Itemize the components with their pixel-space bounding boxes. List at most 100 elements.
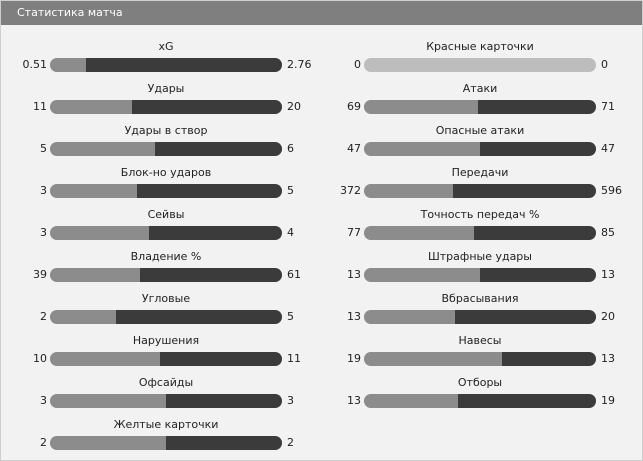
home-value: 2	[40, 310, 47, 323]
away-value: 5	[287, 184, 294, 197]
home-bar-segment	[364, 310, 456, 324]
away-bar-segment	[137, 184, 282, 198]
away-value: 3	[287, 394, 294, 407]
home-bar-segment	[364, 352, 502, 366]
stat-bar	[50, 268, 282, 282]
stat-bar	[50, 142, 282, 156]
away-value: 6	[287, 142, 294, 155]
home-value: 19	[347, 352, 361, 365]
stat-label: Передачи	[451, 166, 509, 179]
stat-bar	[50, 226, 282, 240]
away-bar-segment	[480, 142, 596, 156]
home-value: 13	[347, 310, 361, 323]
home-value: 13	[347, 394, 361, 407]
stat-bar	[50, 58, 282, 72]
home-value: 3	[40, 394, 47, 407]
home-value: 39	[33, 268, 47, 281]
stat-row: Блок-но ударов 3 5	[17, 165, 313, 207]
away-bar-segment	[453, 184, 596, 198]
home-value: 2	[40, 436, 47, 449]
stat-label: xG	[158, 40, 174, 53]
stat-bar	[364, 310, 596, 324]
home-bar-segment	[50, 58, 87, 72]
home-value: 0	[354, 58, 361, 71]
away-bar-segment	[474, 226, 596, 240]
stat-bar	[364, 100, 596, 114]
stat-row: Офсайды 3 3	[17, 375, 313, 417]
stat-label: Угловые	[141, 292, 191, 305]
stat-label: Отборы	[457, 376, 503, 389]
away-bar-segment	[116, 310, 282, 324]
away-bar-segment	[86, 58, 282, 72]
stat-row: Навесы 19 13	[331, 333, 627, 375]
home-value: 69	[347, 100, 361, 113]
stat-bar	[364, 268, 596, 282]
stat-label: Красные карточки	[426, 40, 534, 53]
away-bar-segment	[501, 352, 596, 366]
stat-label: Точность передач %	[420, 208, 540, 221]
stat-bar	[50, 436, 282, 450]
away-bar-segment	[160, 352, 282, 366]
stat-row: Нарушения 10 11	[17, 333, 313, 375]
away-bar-segment	[455, 310, 596, 324]
stat-label: Штрафные удары	[428, 250, 532, 263]
away-value: 13	[601, 268, 615, 281]
stat-row: Передачи 372 596	[331, 165, 627, 207]
stat-bar	[364, 352, 596, 366]
home-value: 13	[347, 268, 361, 281]
away-value: 71	[601, 100, 615, 113]
away-value: 20	[287, 100, 301, 113]
home-bar-segment	[50, 310, 117, 324]
home-bar-segment	[50, 352, 161, 366]
stat-row: Сейвы 3 4	[17, 207, 313, 249]
stat-label: Блок-но ударов	[120, 166, 212, 179]
stat-row: Красные карточки 0 0	[331, 39, 627, 81]
home-bar-segment	[50, 394, 166, 408]
stat-bar	[50, 352, 282, 366]
panel-header: Статистика матча	[1, 1, 642, 25]
stat-bar	[364, 184, 596, 198]
stat-bar	[364, 142, 596, 156]
away-bar-segment	[166, 394, 282, 408]
stat-label: Владение %	[130, 250, 202, 263]
away-bar-segment	[140, 268, 282, 282]
away-value: 19	[601, 394, 615, 407]
away-value: 596	[601, 184, 622, 197]
home-bar-segment	[364, 394, 459, 408]
stat-row: Штрафные удары 13 13	[331, 249, 627, 291]
stat-label: Навесы	[458, 334, 502, 347]
stat-row: Владение % 39 61	[17, 249, 313, 291]
stat-bar	[50, 394, 282, 408]
stat-row: Отборы 13 19	[331, 375, 627, 417]
away-value: 0	[601, 58, 608, 71]
stat-label: Удары	[147, 82, 185, 95]
stat-row: Желтые карточки 2 2	[17, 417, 313, 459]
stat-row: Атаки 69 71	[331, 81, 627, 123]
home-value: 47	[347, 142, 361, 155]
stats-column-right: Красные карточки 0 0 Атаки 69 71 Опасные атаки…	[331, 39, 627, 417]
stat-label: Опасные атаки	[435, 124, 525, 137]
away-value: 47	[601, 142, 615, 155]
away-bar-segment	[149, 226, 282, 240]
stat-row: Точность передач % 77 85	[331, 207, 627, 249]
stat-row: Удары в створ 5 6	[17, 123, 313, 165]
home-value: 77	[347, 226, 361, 239]
away-bar-segment	[458, 394, 596, 408]
stat-bar	[50, 184, 282, 198]
away-bar-segment	[166, 436, 282, 450]
away-value: 61	[287, 268, 301, 281]
stat-bar	[364, 226, 596, 240]
away-bar-segment	[480, 268, 596, 282]
home-value: 0.51	[22, 58, 48, 71]
home-value: 10	[33, 352, 47, 365]
stat-label: Нарушения	[132, 334, 200, 347]
home-bar-segment	[364, 268, 480, 282]
home-value: 3	[40, 184, 47, 197]
away-bar-segment	[155, 142, 282, 156]
away-value: 20	[601, 310, 615, 323]
away-value: 2	[287, 436, 294, 449]
away-value: 13	[601, 352, 615, 365]
home-bar-segment	[50, 436, 166, 450]
stat-bar	[364, 394, 596, 408]
